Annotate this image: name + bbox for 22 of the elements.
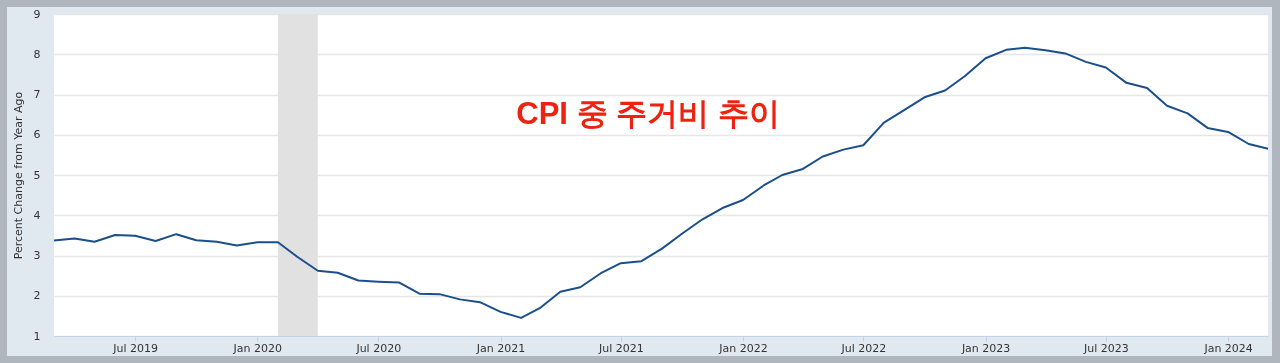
- y-tick-label: 7: [33, 88, 41, 101]
- x-tick-label: Jan 2023: [960, 341, 1011, 355]
- y-tick-label: 1: [33, 329, 41, 343]
- line-series: [53, 46, 1269, 319]
- y-tick-label: 3: [33, 249, 41, 262]
- x-tick-label: Jul 2020: [355, 341, 402, 355]
- y-tick-label: 6: [33, 128, 41, 142]
- x-tick-label: Jan 2024: [1203, 341, 1253, 355]
- y-tick-label: 9: [33, 7, 41, 21]
- x-tick-label: Jan 2022: [718, 341, 768, 355]
- y-tick-label: 4: [33, 208, 41, 222]
- x-tick-label: Jan 2021: [475, 341, 526, 355]
- x-tick-label: Jul 2022: [840, 341, 887, 355]
- y-tick-label: 2: [33, 289, 41, 303]
- y-axis-title: Percent Change from Year Ago: [11, 91, 25, 260]
- x-tick-label: Jul 2023: [1082, 341, 1129, 355]
- x-tick-label: Jan 2020: [232, 341, 283, 355]
- y-tick-label: 5: [33, 168, 41, 182]
- y-tick-label: 8: [33, 47, 41, 61]
- x-tick-label: Jul 2021: [597, 341, 644, 355]
- x-tick-label: Jul 2019: [112, 341, 158, 355]
- annotation: CPI 중 주거비 추이: [516, 96, 780, 131]
